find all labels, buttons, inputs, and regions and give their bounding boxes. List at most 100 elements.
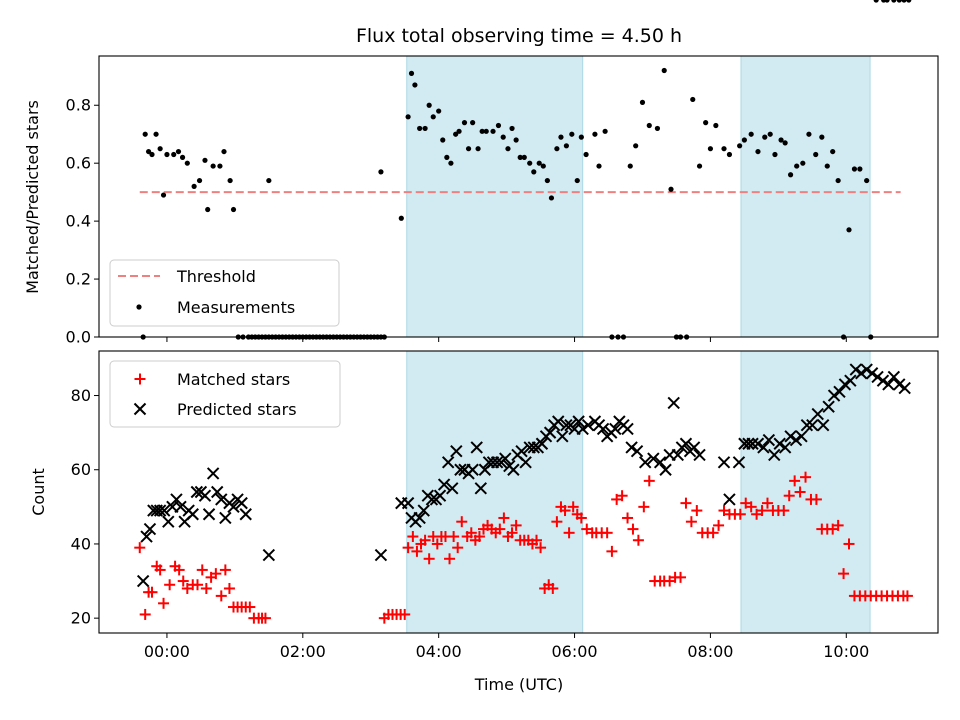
predicted-star-point (437, 478, 451, 491)
measurements-legend-swatch (136, 304, 142, 310)
predicted-star-point (596, 422, 610, 436)
measurement-point (661, 67, 667, 74)
matched-star-point (259, 612, 271, 624)
predicted-star-point (576, 422, 589, 436)
predicted-star-point-b (219, 511, 232, 525)
predicted-star-point (519, 456, 532, 469)
predicted-star-point (800, 419, 814, 432)
measurement-point (627, 163, 633, 169)
matched-star-point (448, 531, 460, 543)
predicted-star-point-b (784, 430, 797, 443)
predicted-star-point-b (898, 381, 911, 395)
predicted-star-point (876, 374, 890, 387)
bottom-legend: Matched stars Predicted stars (109, 360, 341, 428)
measurement-point (440, 137, 446, 143)
predicted-star-point (625, 441, 638, 454)
measurement-point (500, 134, 506, 140)
measurement-point (906, 0, 912, 3)
matched-star-point (643, 475, 655, 487)
bottom-y-axis-ticks: 20 40 60 80 (71, 386, 99, 628)
predicted-star-point-b (855, 367, 868, 380)
predicted-star-point-b (474, 482, 488, 495)
shaded-interval-0 (406, 55, 584, 338)
matched-star-point (810, 493, 822, 505)
bottom-legend-box (109, 360, 341, 428)
predicted-stars-legend-marker-b (133, 402, 147, 416)
predicted-star-point-b (174, 500, 187, 514)
measurement-point (707, 146, 714, 152)
matched-star-point (567, 501, 579, 513)
predicted-star-point-b (198, 489, 212, 502)
predicted-star-point (556, 430, 569, 443)
predicted-star-point (687, 441, 701, 454)
matched-star-point (756, 505, 768, 517)
measurement-point (901, 0, 907, 3)
y-tick-label: 80 (71, 386, 91, 405)
matched-star-point (223, 582, 235, 594)
measurement-point (819, 134, 825, 140)
predicted-star-point-b (262, 548, 276, 562)
measurement-point (505, 146, 511, 152)
predicted-star-point (143, 522, 157, 536)
predicted-star-point (450, 444, 463, 458)
predicted-star-point-b (876, 374, 890, 387)
measurement-point (592, 131, 598, 137)
measurement-point (574, 177, 580, 184)
x-tick-label: 06:00 (551, 642, 597, 661)
matched-star-point (685, 516, 697, 528)
matched-star-point (244, 601, 256, 613)
predicted-star-point (552, 415, 565, 428)
predicted-star-point (882, 378, 895, 391)
matched-star-point (632, 534, 644, 546)
measurement-point (465, 146, 472, 152)
measurement-point (495, 122, 502, 129)
predicted-star-point (833, 385, 846, 399)
predicted-star-point (822, 400, 835, 413)
predicted-star-point-b (576, 422, 589, 436)
predicted-star-point-b (746, 437, 759, 450)
predicted-star-point (162, 515, 175, 528)
matched-star-point (177, 575, 189, 587)
y-tick-label: 60 (71, 460, 91, 479)
measurement-point (846, 227, 852, 233)
measurement-point (896, 0, 902, 3)
y-tick-label: 0.2 (66, 270, 91, 289)
predicted-star-point (572, 415, 585, 428)
predicted-stars-legend-marker (133, 402, 147, 416)
matched-star-point (761, 497, 773, 509)
matched-star-point (473, 531, 485, 543)
matched-star-point (563, 527, 575, 539)
predicted-star-point-b (816, 419, 830, 432)
measurement-point (430, 114, 436, 120)
measurement-point (713, 122, 719, 129)
predicted-star-point-b (742, 437, 755, 450)
measurement-point (142, 131, 148, 137)
predicted-star-point (609, 422, 622, 436)
predicted-star-point-b (162, 515, 175, 528)
matched-star-point (559, 505, 571, 517)
matched-star-point (638, 501, 650, 513)
predicted-star-point (401, 496, 415, 510)
predicted-star-point (425, 493, 439, 506)
predicted-star-point (762, 433, 776, 447)
predicted-star-point-b (581, 419, 595, 432)
matched-star-point (606, 545, 618, 557)
threshold-legend-label: Threshold (176, 267, 256, 286)
predicted-star-point (638, 456, 652, 469)
predicted-star-point-b (659, 463, 672, 476)
measurement-point (527, 160, 533, 166)
measurement-point (772, 151, 778, 158)
matched-star-point (622, 512, 634, 524)
matched-star-point (411, 545, 423, 557)
predicted-star-point-b (186, 508, 199, 521)
matched-star-point (575, 512, 587, 524)
predicted-star-point (198, 489, 212, 502)
predicted-star-point (507, 463, 520, 476)
matched-star-point (531, 534, 543, 546)
predicted-star-point-b (625, 441, 638, 454)
predicted-star-point (630, 444, 644, 458)
predicted-star-point (499, 452, 512, 465)
predicted-star-point (827, 389, 841, 402)
